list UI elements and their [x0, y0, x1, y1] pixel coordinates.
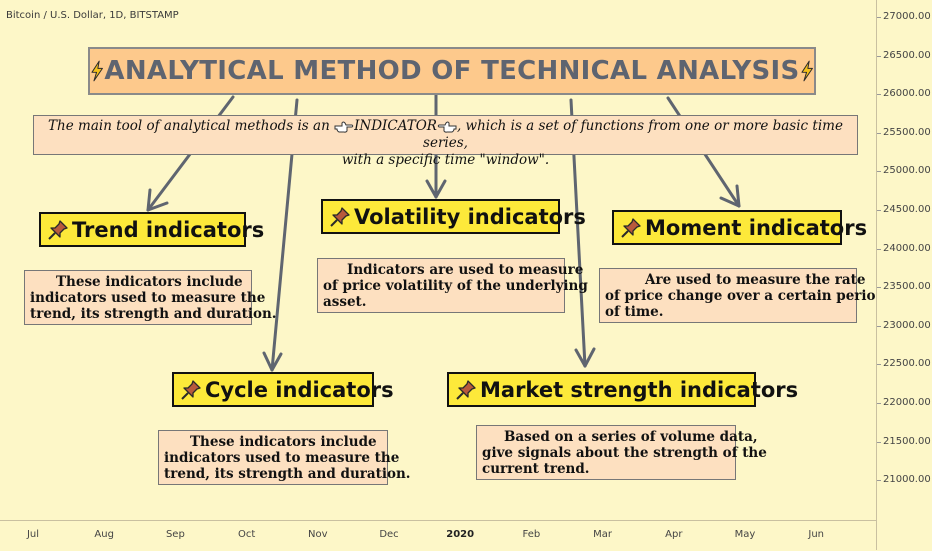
time-tick-label: Aug	[94, 529, 114, 540]
price-tick-label: 23000.00	[883, 319, 931, 331]
pushpin-icon	[181, 379, 201, 400]
price-tick-label: 26500.00	[883, 49, 931, 61]
time-tick-label: Jun	[808, 529, 824, 540]
price-tick-mark	[877, 364, 881, 366]
time-tick-label: Nov	[308, 529, 328, 540]
price-tick-mark	[877, 480, 881, 482]
pushpin-icon	[48, 219, 68, 240]
price-tick-mark	[877, 55, 881, 57]
time-tick-label: Oct	[237, 529, 256, 540]
intro-line-2: with a specific time "window".	[341, 152, 550, 168]
intro-line-1: The main tool of analytical methods is a…	[48, 118, 843, 151]
pushpin-icon	[330, 206, 350, 227]
price-tick-label: 21000.00	[883, 474, 931, 486]
moment-indicators-description: Are used to measure the rate of price ch…	[599, 268, 885, 323]
pointing-hand-icon	[437, 121, 457, 133]
time-tick-label: Sep	[165, 529, 185, 540]
price-tick-label: 24000.00	[883, 242, 931, 254]
diagram-title: ANALYTICAL METHOD OF TECHNICAL ANALYSIS	[104, 56, 800, 86]
intro-box: The main tool of analytical methods is a…	[33, 115, 858, 168]
price-tick-label: 22000.00	[883, 397, 931, 408]
pushpin-icon	[456, 379, 476, 400]
price-tick-label: 25000.00	[883, 165, 931, 177]
price-tick-mark	[877, 210, 881, 211]
title-box: ANALYTICAL METHOD OF TECHNICAL ANALYSIS	[88, 47, 816, 95]
cycle-indicators-title: Cycle indicators	[172, 372, 394, 407]
market-strength-indicators-title: Market strength indicators	[447, 372, 798, 407]
time-tick-label: May	[734, 529, 756, 540]
trend-indicators-description: These indicators include indicators used…	[24, 270, 277, 325]
pointing-hand-icon	[334, 121, 354, 133]
price-tick-mark	[877, 325, 881, 327]
price-tick-mark	[877, 132, 881, 134]
time-tick-label: Mar	[593, 529, 613, 540]
price-tick-mark	[877, 287, 881, 289]
volatility-indicators-title: Volatility indicators	[321, 199, 586, 234]
price-tick-label: 21500.00	[883, 435, 931, 447]
price-tick-mark	[877, 171, 881, 173]
volatility-indicators-description: Indicators are used to measure of price …	[317, 258, 588, 313]
price-tick-mark	[877, 17, 881, 18]
lightning-icon	[801, 60, 813, 82]
pushpin-icon	[621, 217, 641, 238]
time-tick-label: Apr	[665, 529, 683, 540]
chart-symbol-label: Bitcoin / U.S. Dollar, 1D, BITSTAMP	[6, 10, 179, 21]
price-tick-label: 26000.00	[883, 88, 931, 100]
time-tick-label: 2020	[446, 529, 475, 540]
market-strength-indicators-description: Based on a series of volume data, give s…	[476, 425, 767, 480]
price-tick-mark	[877, 94, 881, 96]
price-tick-label: 27000.00	[883, 11, 931, 22]
time-tick-label: Feb	[522, 529, 541, 540]
price-tick-label: 24500.00	[883, 204, 931, 215]
time-tick-label: Jul	[26, 529, 40, 540]
indicator-keyword: INDICATOR	[354, 118, 437, 134]
price-axis[interactable]: 27000.00 26500.00 26000.00 25500.00 25000.00…	[876, 0, 932, 550]
price-tick-label: 22500.00	[883, 358, 931, 370]
price-tick-label: 25500.00	[883, 126, 931, 138]
price-tick-mark	[877, 248, 881, 250]
lightning-icon	[91, 60, 103, 82]
trend-indicators-title: Trend indicators	[39, 212, 264, 247]
cycle-indicators-description: These indicators include indicators used…	[158, 430, 411, 485]
time-tick-label: Dec	[379, 529, 399, 540]
price-tick-mark	[877, 403, 881, 404]
price-tick-mark	[877, 441, 881, 443]
moment-indicators-title: Moment indicators	[612, 210, 867, 245]
price-tick-label: 23500.00	[883, 281, 931, 293]
time-axis[interactable]: Jul Aug Sep Oct Nov Dec 2020 Feb Mar Apr May Jun	[0, 520, 876, 551]
